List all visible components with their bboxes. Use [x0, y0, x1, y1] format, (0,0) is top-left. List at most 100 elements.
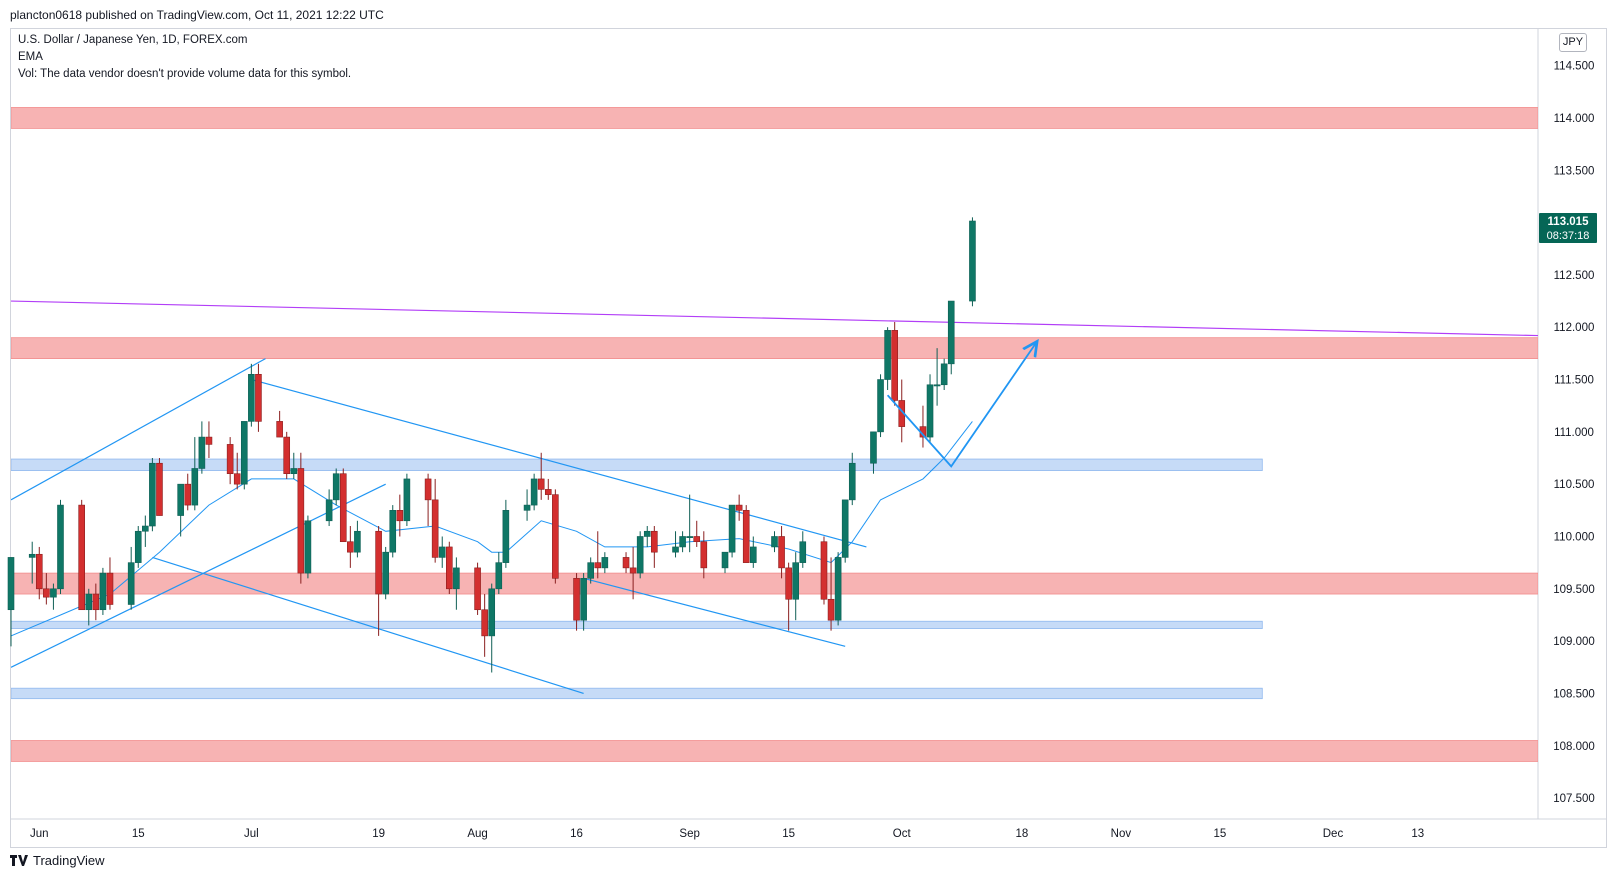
x-tick-label: Aug [467, 828, 487, 840]
currency-button[interactable]: JPY [1559, 33, 1587, 52]
candle-body [347, 541, 354, 553]
candle-body [749, 546, 757, 563]
candle-body [891, 330, 898, 401]
candle-body [205, 436, 213, 445]
candle-body [43, 588, 50, 598]
support-zone-2[interactable] [11, 458, 1263, 471]
resistance-zone-1[interactable] [11, 337, 1538, 360]
candle-body [156, 462, 163, 516]
candle-body [552, 494, 559, 579]
candle-body [537, 478, 545, 490]
projection-arrow[interactable] [886, 343, 1037, 468]
x-tick-label: 15 [782, 828, 795, 840]
candle-body [940, 363, 948, 386]
channel-trendline-5[interactable] [583, 577, 846, 647]
y-tick-label: 112.500 [1554, 270, 1595, 282]
candle-body [339, 473, 347, 543]
footer-brand-label: TradingView [33, 853, 105, 868]
y-tick-label: 114.500 [1554, 61, 1595, 73]
candle-body [792, 562, 800, 600]
candle-body [297, 468, 305, 574]
candle-body [375, 530, 382, 595]
channel-trendline-2[interactable] [11, 483, 386, 668]
candle-body [933, 384, 941, 387]
candle-body [848, 462, 856, 501]
candle-body [142, 525, 149, 532]
candle-body [870, 431, 877, 464]
candle-body [877, 379, 884, 433]
candle-body [969, 220, 976, 302]
x-tick-label: 13 [1411, 828, 1424, 840]
y-tick-label: 112.000 [1554, 322, 1595, 334]
candle-body [636, 536, 644, 574]
candle-body [799, 541, 807, 563]
support-zone-5[interactable] [11, 687, 1263, 700]
candle-body [191, 468, 199, 506]
candle-body [771, 536, 778, 548]
long-trendline[interactable] [11, 300, 1538, 337]
candle-body [672, 546, 679, 553]
resistance-zone-0[interactable] [11, 107, 1538, 129]
candle-body [134, 530, 142, 563]
y-tick-label: 111.000 [1554, 427, 1594, 439]
tradingview-brand[interactable]: TradingView [10, 853, 105, 868]
tradingview-logo-icon [10, 854, 28, 866]
candle-body [629, 567, 637, 574]
candle-body [544, 489, 552, 495]
candle-body [778, 536, 785, 569]
candle-body [481, 609, 488, 637]
legend-volume-note: Vol: The data vendor doesn't provide vol… [18, 68, 352, 80]
candle-body [523, 504, 531, 511]
candle-body [290, 468, 298, 475]
y-tick-label: 107.500 [1553, 793, 1595, 805]
candle-body [820, 541, 828, 600]
candle-body [947, 300, 955, 365]
candle-body [587, 562, 594, 579]
candle-body [382, 551, 389, 595]
candle-body [240, 421, 248, 485]
legend-indicator[interactable]: EMA [18, 51, 43, 63]
chart-frame[interactable] [10, 28, 1607, 848]
y-tick-label: 109.000 [1553, 636, 1595, 648]
candle-body [573, 578, 580, 621]
candle-body [502, 510, 510, 563]
candle-body [742, 510, 750, 563]
support-zone-4[interactable] [11, 620, 1263, 629]
candle-body [728, 504, 736, 553]
candle-body [184, 483, 192, 506]
candle-body [453, 567, 460, 590]
candle-body [643, 530, 651, 537]
resistance-zone-6[interactable] [11, 740, 1538, 762]
x-tick-label: Dec [1323, 828, 1344, 840]
candle-body [28, 553, 36, 558]
candle-body [99, 572, 107, 611]
channel-trendline-1[interactable] [11, 358, 266, 501]
candle-body [580, 578, 587, 621]
candle-body [693, 536, 701, 543]
y-tick-label: 113.500 [1554, 165, 1595, 177]
candle-body [474, 567, 481, 611]
candle-body [841, 499, 849, 558]
x-tick-label: Jun [30, 828, 49, 840]
y-tick-label: 111.500 [1554, 375, 1594, 387]
candle-body [283, 436, 291, 475]
resistance-zone-3[interactable] [11, 572, 1538, 595]
candle-body [325, 499, 333, 522]
candle-body [276, 421, 283, 438]
candle-body [495, 562, 503, 590]
candle-body [389, 510, 397, 553]
x-tick-label: 16 [570, 828, 583, 840]
y-tick-label: 110.500 [1554, 479, 1595, 491]
legend-symbol[interactable]: U.S. Dollar / Japanese Yen, 1D, FOREX.co… [18, 34, 248, 46]
candle-body [424, 478, 432, 501]
candle-body [446, 546, 453, 590]
channel-trendline-3[interactable] [251, 378, 867, 548]
candle-body [198, 436, 206, 469]
last-price-value: 113.015 [1548, 216, 1590, 228]
candle-body [601, 557, 609, 569]
channel-trendline-4[interactable] [152, 556, 584, 695]
candle-body [332, 473, 340, 501]
candle-body [594, 562, 602, 569]
y-tick-label: 109.500 [1553, 584, 1595, 596]
